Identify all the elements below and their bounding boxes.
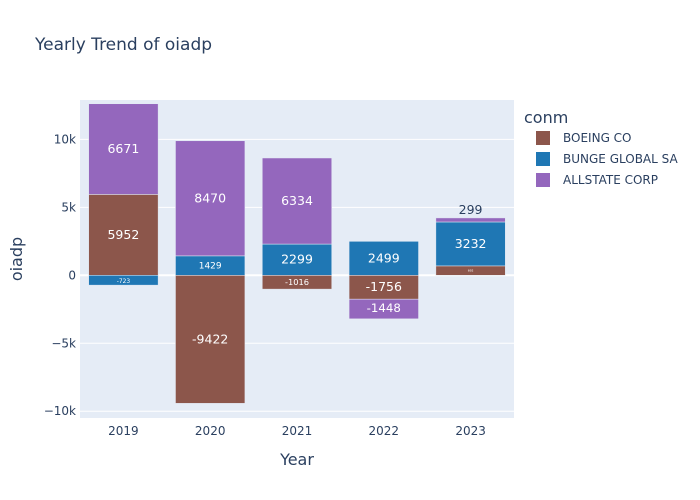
data-label: -723 — [117, 279, 131, 285]
y-tick-label: 5k — [61, 200, 76, 214]
data-label: 6334 — [281, 193, 313, 208]
data-label: -9422 — [192, 331, 228, 346]
data-label: -1016 — [285, 277, 309, 287]
bar-allstate-corp — [348, 298, 419, 320]
data-label: 8470 — [194, 190, 226, 205]
legend-entry: ALLSTATE CORP — [563, 173, 658, 187]
legend-items: BOEING CO BUNGE GLOBAL SA ALLSTATE CORP — [536, 131, 678, 187]
data-label: 5952 — [107, 227, 139, 242]
data-label: 692 — [468, 269, 474, 273]
data-label: 2499 — [368, 250, 400, 265]
x-tick-label: 2020 — [195, 424, 226, 438]
x-tick-label: 2019 — [108, 424, 139, 438]
y-axis-label: oiadp — [7, 237, 26, 281]
data-label: -1756 — [366, 279, 402, 294]
y-tick-label: 10k — [54, 132, 76, 146]
data-labels: 5952 -723 6671 -9422 1429 8470 -1016 2299 6334 -1… — [107, 141, 486, 346]
bar-bunge-global-sa — [88, 275, 159, 286]
y-tick-label: −10k — [44, 404, 76, 418]
bar-bunge-global-sa — [262, 243, 332, 276]
data-label: 6671 — [107, 141, 139, 156]
x-tick-label: 2022 — [369, 424, 400, 438]
x-axis-label: Year — [279, 450, 314, 469]
bar-allstate-corp — [88, 103, 159, 195]
legend-swatch — [536, 152, 550, 166]
x-tick-label: 2023 — [455, 424, 486, 438]
bar-bunge-global-sa — [348, 241, 419, 276]
bar-allstate-corp — [175, 140, 246, 257]
legend-entry: BUNGE GLOBAL SA — [563, 152, 678, 166]
data-label: 299 — [459, 202, 483, 217]
bars — [88, 103, 506, 404]
chart-title: Yearly Trend of oiadp — [34, 35, 212, 55]
y-tick-label: −5k — [51, 336, 76, 350]
data-label: -1448 — [367, 301, 401, 315]
legend-swatch — [536, 131, 550, 145]
bar-boeing-co — [88, 194, 159, 276]
bar-allstate-corp — [435, 217, 506, 223]
x-tick-label: 2021 — [282, 424, 313, 438]
data-label: 3232 — [455, 236, 487, 251]
data-label: 2299 — [281, 252, 313, 267]
bar-boeing-co — [175, 275, 246, 404]
bar-allstate-corp — [262, 157, 332, 245]
legend-entry: BOEING CO — [563, 131, 632, 145]
y-tick-labels: −10k −5k 0 5k 10k — [44, 132, 76, 418]
legend-title: conm — [524, 108, 568, 127]
legend-swatch — [536, 173, 550, 187]
y-tick-label: 0 — [68, 268, 76, 282]
legend: conm BOEING CO BUNGE GLOBAL SA ALLSTATE CO… — [524, 108, 678, 187]
bar-bunge-global-sa — [435, 221, 506, 267]
data-label: 1429 — [199, 262, 222, 272]
x-tick-labels: 2019 2020 2021 2022 2023 — [108, 424, 486, 438]
